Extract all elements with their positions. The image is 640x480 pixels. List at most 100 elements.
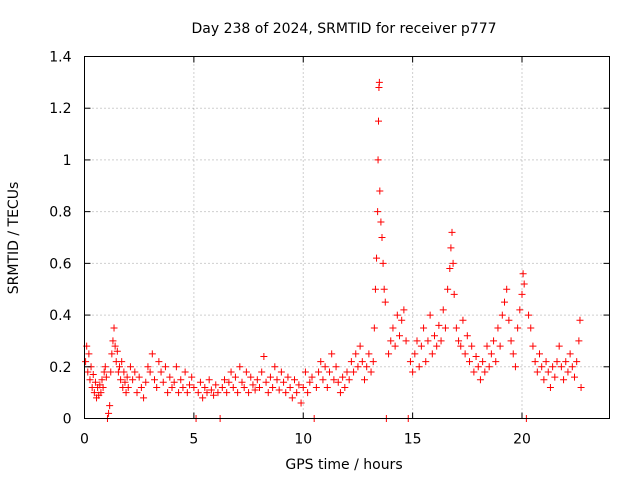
- data-point: [247, 373, 255, 381]
- data-point: [452, 324, 460, 332]
- data-point: [424, 337, 432, 345]
- plot-frame: [84, 56, 610, 419]
- y-tick-label: 0.4: [49, 308, 71, 324]
- data-point: [153, 383, 161, 391]
- data-point: [82, 358, 90, 366]
- data-point: [120, 368, 128, 376]
- data-point: [352, 350, 360, 358]
- data-point: [511, 363, 519, 371]
- data-point: [210, 391, 218, 399]
- data-point: [507, 337, 515, 345]
- x-tick-labels: 0 5 10 15 20: [80, 432, 531, 448]
- data-point: [341, 383, 349, 391]
- data-point: [367, 368, 375, 376]
- data-point: [487, 350, 495, 358]
- data-point: [387, 337, 395, 345]
- data-point: [514, 324, 522, 332]
- data-point: [339, 373, 347, 381]
- data-point: [166, 373, 174, 381]
- data-point: [273, 376, 281, 384]
- data-point: [334, 378, 342, 386]
- data-point: [527, 324, 535, 332]
- data-point: [413, 337, 421, 345]
- data-point: [118, 358, 126, 366]
- data-point: [374, 156, 382, 164]
- data-point: [117, 376, 125, 384]
- data-point: [402, 337, 410, 345]
- data-point: [481, 368, 489, 376]
- data-point: [326, 368, 333, 376]
- data-point: [391, 342, 399, 350]
- data-point: [396, 332, 403, 340]
- data-point: [483, 342, 491, 350]
- data-point: [223, 389, 231, 397]
- data-point: [253, 376, 261, 384]
- data-point: [374, 208, 382, 216]
- data-point: [398, 316, 406, 324]
- data-point: [439, 306, 447, 314]
- data-point: [378, 234, 386, 241]
- data-point: [361, 376, 368, 384]
- data-point: [457, 342, 465, 350]
- data-point: [214, 389, 222, 397]
- y-tick-label: 1.2: [49, 101, 71, 117]
- data-point: [347, 358, 355, 366]
- data-point: [354, 363, 362, 371]
- data-point: [277, 368, 285, 376]
- y-tick-label: 0.2: [49, 360, 71, 376]
- data-point: [321, 363, 329, 371]
- data-point: [308, 373, 316, 381]
- data-point: [97, 389, 105, 397]
- data-point: [301, 368, 309, 376]
- data-point: [194, 389, 202, 397]
- data-point: [365, 350, 373, 358]
- data-point: [181, 368, 189, 376]
- x-tick-label: 20: [513, 432, 531, 448]
- data-point: [266, 373, 274, 381]
- data-point: [144, 363, 152, 371]
- data-point: [271, 363, 279, 371]
- data-point: [284, 373, 292, 381]
- data-point: [381, 298, 389, 306]
- data-point: [520, 280, 528, 288]
- data-point: [468, 342, 476, 350]
- data-point: [503, 285, 511, 293]
- data-point: [85, 350, 93, 358]
- data-point: [409, 368, 417, 376]
- y-tick-labels: 0 0.2 0.4 0.6 0.8 1 1.2 1.4: [49, 50, 71, 428]
- data-point: [549, 363, 557, 371]
- data-point: [249, 381, 257, 389]
- data-point: [280, 378, 288, 386]
- chart-title: Day 238 of 2024, SRMTID for receiver p77…: [191, 21, 496, 37]
- data-point: [229, 383, 237, 391]
- data-point: [84, 368, 92, 376]
- data-point: [109, 337, 117, 345]
- data-point: [356, 342, 364, 350]
- data-point: [196, 378, 204, 386]
- data-point: [225, 378, 233, 386]
- data-point: [282, 389, 290, 397]
- data-point: [542, 358, 550, 366]
- data-point: [319, 376, 327, 384]
- data-point: [441, 324, 449, 332]
- data-point: [551, 373, 559, 381]
- data-point: [291, 376, 298, 384]
- data-point: [330, 376, 338, 384]
- data-point: [231, 373, 239, 381]
- data-point: [363, 363, 371, 371]
- data-point: [573, 358, 581, 366]
- data-point: [317, 358, 325, 366]
- data-point: [516, 306, 524, 314]
- data-point: [91, 378, 99, 386]
- data-point: [448, 228, 456, 236]
- data-point: [106, 402, 114, 410]
- data-point: [126, 363, 134, 371]
- data-point: [107, 368, 115, 376]
- data-point: [492, 358, 500, 366]
- data-point: [485, 363, 493, 371]
- data-point: [474, 363, 482, 371]
- data-point: [509, 350, 517, 358]
- data-point: [293, 389, 301, 397]
- grid-lines: [84, 56, 610, 419]
- data-point: [131, 368, 139, 376]
